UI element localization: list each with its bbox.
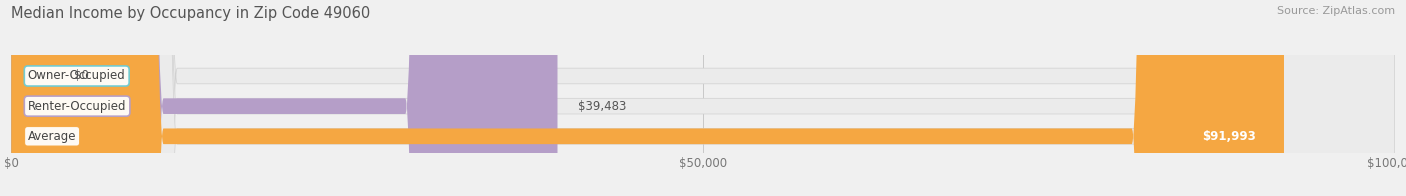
FancyBboxPatch shape [11, 0, 558, 196]
FancyBboxPatch shape [11, 0, 1395, 196]
Text: Owner-Occupied: Owner-Occupied [28, 70, 125, 83]
Text: Average: Average [28, 130, 76, 143]
Text: $39,483: $39,483 [578, 100, 627, 113]
FancyBboxPatch shape [4, 0, 66, 196]
Text: Source: ZipAtlas.com: Source: ZipAtlas.com [1277, 6, 1395, 16]
Text: Median Income by Occupancy in Zip Code 49060: Median Income by Occupancy in Zip Code 4… [11, 6, 371, 21]
Text: $91,993: $91,993 [1202, 130, 1257, 143]
FancyBboxPatch shape [11, 0, 1395, 196]
FancyBboxPatch shape [11, 0, 1284, 196]
FancyBboxPatch shape [11, 0, 1395, 196]
Text: $0: $0 [73, 70, 89, 83]
Text: Renter-Occupied: Renter-Occupied [28, 100, 127, 113]
